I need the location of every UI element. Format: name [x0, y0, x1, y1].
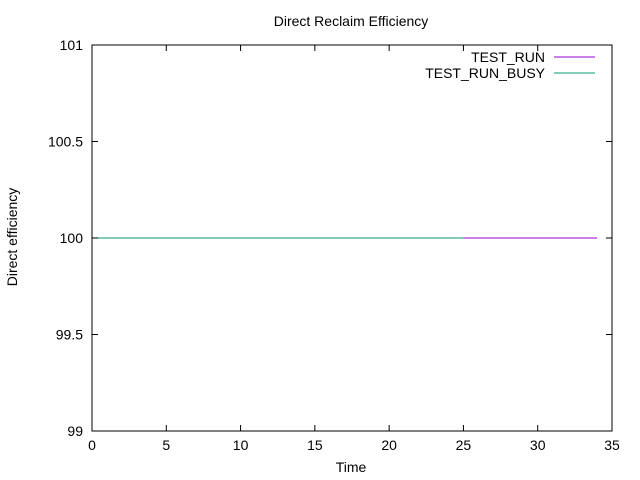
y-tick-label: 99 — [67, 423, 83, 439]
x-axis-label: Time — [336, 459, 367, 475]
x-tick-label: 30 — [530, 437, 546, 453]
x-tick-label: 25 — [456, 437, 472, 453]
legend-label: TEST_RUN — [471, 49, 545, 65]
y-tick-label: 99.5 — [56, 327, 83, 343]
y-axis-label: Direct efficiency — [4, 188, 20, 287]
x-tick-label: 5 — [162, 437, 170, 453]
y-tick-label: 100.5 — [48, 134, 83, 150]
y-tick-label: 100 — [60, 230, 84, 246]
x-tick-label: 15 — [307, 437, 323, 453]
x-tick-label: 20 — [381, 437, 397, 453]
chart-title: Direct Reclaim Efficiency — [274, 13, 429, 29]
x-axis: 0 5 10 15 20 25 30 35 — [88, 45, 620, 453]
y-axis: 99 99.5 100 100.5 101 — [48, 37, 612, 439]
x-tick-label: 10 — [233, 437, 249, 453]
y-tick-label: 101 — [60, 37, 84, 53]
x-tick-label: 35 — [604, 437, 620, 453]
legend-label: TEST_RUN_BUSY — [425, 65, 545, 81]
x-tick-label: 0 — [88, 437, 96, 453]
